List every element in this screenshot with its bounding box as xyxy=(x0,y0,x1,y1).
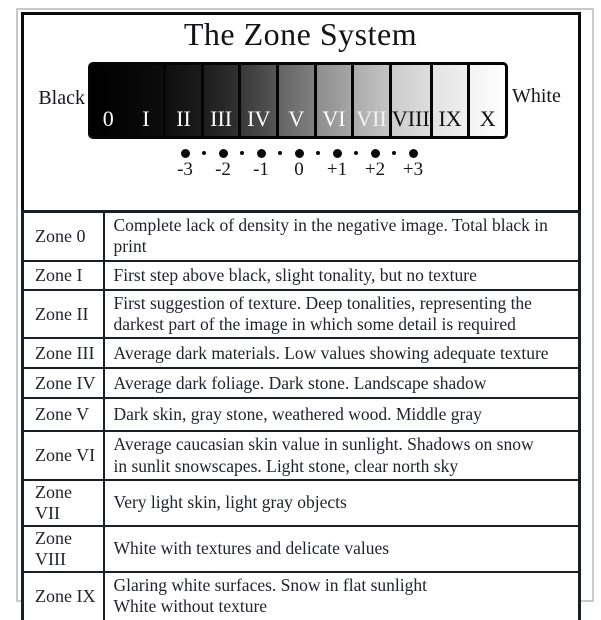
zone-label-cell: Zone I xyxy=(21,259,105,291)
zone-cell: X xyxy=(470,65,505,136)
stop-dot-large xyxy=(408,148,418,158)
table-row: Zone IX Glaring white surfaces. Snow in … xyxy=(21,571,581,620)
stop-dot-small xyxy=(202,151,206,155)
zone-numeral-label: VIII xyxy=(391,106,430,131)
table-row: Zone VII Very light skin, light gray obj… xyxy=(21,479,581,528)
zone-numeral-label: V xyxy=(288,106,305,131)
stop-dot-small xyxy=(354,151,358,155)
white-label: White xyxy=(512,85,561,107)
zone-numeral-label: IX xyxy=(438,106,462,131)
zone-description-cell: Very light skin, light gray objects xyxy=(102,479,581,528)
zone-scale-bar: 0 I II III IV V VI VII VIII IX X xyxy=(88,62,508,139)
zone-numeral-label: III xyxy=(210,106,233,131)
table-row: Zone IV Average dark foliage. Dark stone… xyxy=(21,367,581,400)
zone-label-cell: Zone IV xyxy=(21,367,105,400)
zone-cell: IX xyxy=(432,65,468,136)
stop-dot-large xyxy=(332,148,342,158)
zone-label-cell: Zone 0 xyxy=(21,210,105,262)
zone-label-cell: Zone IX xyxy=(21,571,105,620)
zone-label-cell: Zone V xyxy=(21,397,105,433)
zone-numeral-label: 0 xyxy=(102,106,114,131)
stop-dot-small xyxy=(240,151,244,155)
zone-numeral-label: I xyxy=(142,106,150,131)
zone-label-cell: Zone VIII xyxy=(21,525,105,574)
zone-description-cell: First suggestion of texture. Deep tonali… xyxy=(102,288,581,340)
zone-description-cell: Average dark materials. Low values showi… xyxy=(102,337,581,370)
stop-dot-large xyxy=(256,148,266,158)
zone-description-cell: Average dark foliage. Dark stone. Landsc… xyxy=(102,367,581,400)
zone-cell: III xyxy=(203,65,239,136)
zone-numeral-label: VII xyxy=(356,106,387,131)
table-row: Zone II First suggestion of texture. Dee… xyxy=(21,288,581,340)
zone-numeral-label: II xyxy=(176,106,191,131)
zone-description-cell: Average caucasian skin value in sunlight… xyxy=(102,430,581,482)
zone-cell: VII xyxy=(354,65,389,136)
stop-dot-large xyxy=(294,148,304,158)
zone-table: Zone 0 Complete lack of density in the n… xyxy=(21,210,581,620)
stop-label: -2 xyxy=(215,159,231,180)
zone-description-cell: White with textures and delicate values xyxy=(102,525,581,574)
table-row: Zone VIII White with textures and delica… xyxy=(21,525,581,574)
stop-dot-large xyxy=(370,148,380,158)
black-label: Black xyxy=(38,87,85,109)
table-row: Zone 0 Complete lack of density in the n… xyxy=(21,210,581,262)
stop-dot-small xyxy=(278,151,282,155)
zone-numeral-label: IV xyxy=(247,106,271,131)
stop-dot-small xyxy=(316,151,320,155)
table-row: Zone V Dark skin, gray stone, weathered … xyxy=(21,397,581,433)
stop-dot-large xyxy=(180,148,190,158)
zone-cell: VI xyxy=(316,65,352,136)
zone-label-cell: Zone VII xyxy=(21,479,105,528)
stop-label: +2 xyxy=(364,159,386,180)
zone-numeral-label: X xyxy=(479,106,496,131)
zone-cell: V xyxy=(279,65,314,136)
table-row: Zone VI Average caucasian skin value in … xyxy=(21,430,581,482)
table-row: Zone III Average dark materials. Low val… xyxy=(21,337,581,370)
stop-label: 0 xyxy=(294,159,304,180)
stop-label: +1 xyxy=(326,159,348,180)
stop-dot-small xyxy=(392,151,396,155)
table-row: Zone I First step above black, slight to… xyxy=(21,259,581,291)
zone-cell: 0 xyxy=(91,65,126,136)
zone-description-cell: Glaring white surfaces. Snow in flat sun… xyxy=(102,571,581,620)
stop-dot-large xyxy=(218,148,228,158)
zone-cell: VIII xyxy=(391,65,430,136)
zone-cell: IV xyxy=(241,65,277,136)
zone-description-cell: Complete lack of density in the negative… xyxy=(102,210,581,262)
stop-label: +3 xyxy=(402,159,424,180)
zone-label-cell: Zone VI xyxy=(21,430,105,482)
zone-label-cell: Zone II xyxy=(21,288,105,340)
zone-label-cell: Zone III xyxy=(21,337,105,370)
zone-description-cell: Dark skin, gray stone, weathered wood. M… xyxy=(102,397,581,433)
page-title: The Zone System xyxy=(183,16,418,52)
zone-numeral-label: VI xyxy=(322,106,346,131)
zone-description-cell: First step above black, slight tonality,… xyxy=(102,259,581,291)
zone-cell: II xyxy=(166,65,201,136)
stop-label: -3 xyxy=(177,159,193,180)
stop-label: -1 xyxy=(253,159,269,180)
zone-cell: I xyxy=(128,65,164,136)
